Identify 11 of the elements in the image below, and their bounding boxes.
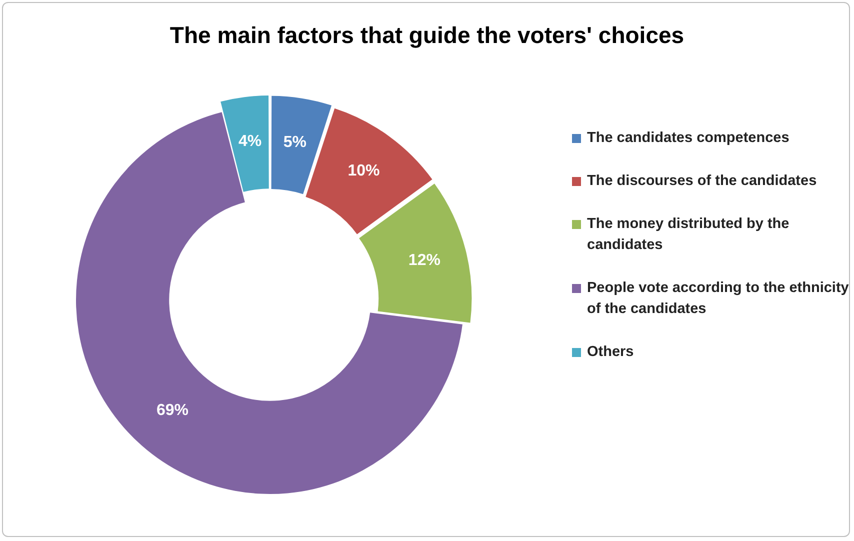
legend-label: People vote according to the ethnicity of the candidates: [587, 279, 850, 319]
data-label: 5%: [283, 134, 307, 151]
data-label: 69%: [156, 402, 189, 420]
data-label: 10%: [348, 162, 380, 180]
legend-label: The money distributed by the candidates: [587, 215, 790, 255]
legend-label: The candidates competences: [587, 129, 790, 148]
chart-title: The main factors that guide the voters' choices: [168, 22, 686, 49]
legend-label: Others: [587, 343, 634, 362]
data-label: 12%: [408, 252, 440, 269]
legend-label: The discourses of the candidates: [587, 172, 817, 191]
data-label: 4%: [238, 133, 262, 150]
